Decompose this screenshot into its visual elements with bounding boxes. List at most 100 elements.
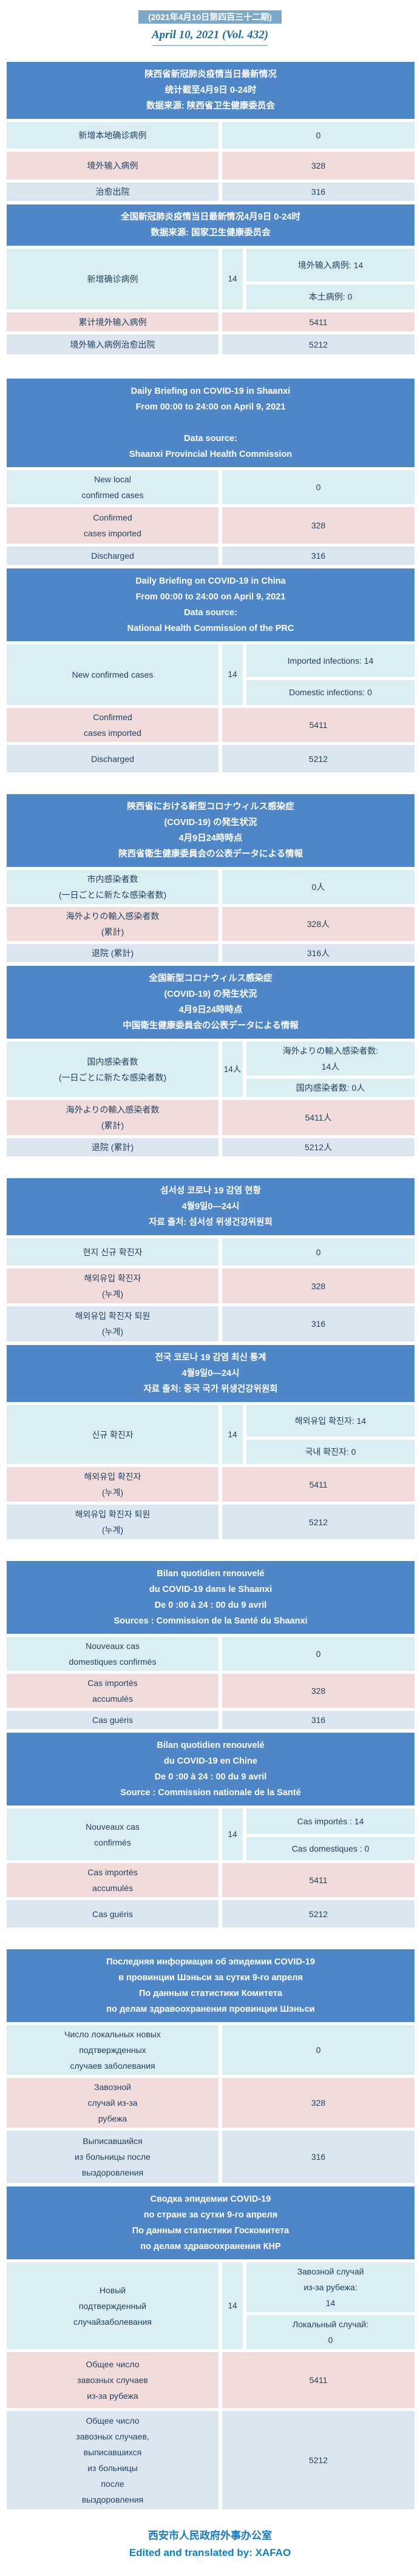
- header-line: du COVID-19 dans le Shaanxi: [149, 1585, 273, 1594]
- row-label-line: New confirmed cases: [72, 670, 154, 679]
- row-label-line: Discharged: [91, 551, 134, 561]
- national-table-header: Bilan quotidien renouvelé du COVID-19 en…: [7, 1733, 415, 1806]
- split-sub-bottom: Cas domestiques : 0: [246, 1836, 415, 1860]
- split-sub-bottom: 국내 확진자: 0: [246, 1440, 415, 1464]
- provincial-table-header: 陝西省における新型コロナウィルス感染症 (COVID-19) の発生状況 4月9…: [7, 794, 415, 867]
- section-chinese: 陕西省新冠肺炎疫情当日最新情况 统计截至4月9日 0-24时 数据来源: 陕西省…: [7, 62, 415, 354]
- row-label-line: Общее число: [86, 2359, 140, 2369]
- table-row: 退院 (累計) 316人: [7, 944, 415, 962]
- header-line: National Health Commission of the PRC: [127, 624, 294, 633]
- row-value: 5411: [222, 2352, 415, 2408]
- row-label-line: подтвержденных: [79, 2045, 146, 2055]
- split-sub-bottom: 本土病例: 0: [246, 284, 415, 309]
- row-label: Новый подтвержденный случайзаболевания: [7, 2262, 218, 2349]
- header-line: 陕西省新冠肺炎疫情当日最新情况: [144, 70, 277, 79]
- split-row: 新增确诊病例 14 境外输入病例: 14 本土病例: 0: [7, 249, 415, 309]
- row-label-line: 国内感染者数: [87, 1056, 138, 1067]
- split-sub-bottom: Domestic infections: 0: [246, 679, 415, 705]
- row-label-line: (누계): [101, 1289, 124, 1299]
- row-value: 5212: [222, 1900, 415, 1927]
- row-value: 5411: [222, 1467, 415, 1502]
- header-line: 섬서성 코로나 19 감염 현황: [160, 1186, 261, 1196]
- header-line: 4月9日24時時点: [178, 1005, 243, 1015]
- table-row: Cas guéris 316: [7, 1711, 415, 1729]
- header-line: 数据来源: 陕西省卫生健康委员会: [146, 101, 275, 111]
- row-value: 328: [222, 1674, 415, 1708]
- row-value: 316人: [222, 944, 415, 962]
- row-label-line: 退院 (累計): [91, 1142, 134, 1152]
- header-line: По данным статистики Госкомитета: [132, 2226, 290, 2236]
- split-sub-line: 境外输入病例: 14: [297, 260, 364, 270]
- split-row: 신규 확진자 14 해외유입 확진자: 14 국내 확진자: 0: [7, 1405, 415, 1464]
- row-label-line: завозных случаев: [77, 2375, 148, 2385]
- table-row: 境外输入病例治愈出院 5212: [7, 334, 415, 354]
- table-row: Cas importés accumulés 328: [7, 1674, 415, 1708]
- row-label-line: 현지 신규 확진자: [83, 1247, 143, 1257]
- row-label-line: 해외유입 확진자 퇴원: [75, 1311, 151, 1321]
- row-label-line: Discharged: [91, 754, 134, 764]
- split-sub-line: 国内感染者数: 0人: [296, 1083, 365, 1093]
- row-label-line: после: [101, 2479, 124, 2489]
- header-line: Sources : Commission de la Santé du Shaa…: [113, 1616, 308, 1626]
- header-line: 자료 출처: 섬서성 위생건강위원회: [149, 1218, 273, 1227]
- row-label-line: выздоровления: [81, 2168, 144, 2177]
- row-value: 5411: [222, 708, 415, 742]
- header-line: Shaanxi Provincial Health Commission: [129, 450, 293, 459]
- header-line: 陝西省における新型コロナウィルス感染症: [127, 802, 294, 812]
- row-label-line: 新增确诊病例: [87, 274, 138, 284]
- split-sub-top: Завозной случай из-за рубежа: 14: [246, 2262, 415, 2312]
- table-row: 市内感染者数 (一日ごとに新たな感染者数) 0人: [7, 870, 415, 904]
- row-label: Число локальных новых подтвержденных слу…: [7, 2025, 218, 2075]
- section-russian: Последняя информация об эпидемии COVID-1…: [7, 1949, 415, 2509]
- row-label-line: cases imported: [84, 728, 141, 738]
- table-row: Общее число завозных случаев, выписавших…: [7, 2411, 415, 2509]
- row-label-line: подтвержденный: [78, 2301, 147, 2311]
- header-line: в провинции Шэньси за сутки 9-го апреля: [118, 1973, 303, 1983]
- document-body: 陕西省新冠肺炎疫情当日最新情况 统计截至4月9日 0-24时 数据来源: 陕西省…: [7, 62, 415, 2509]
- table-row: Cas guéris 5212: [7, 1900, 415, 1927]
- split-sub-line: 해외유입 확진자: 14: [294, 1416, 367, 1426]
- row-label: 退院 (累計): [7, 1138, 218, 1156]
- table-row: 境外输入病例 328: [7, 152, 415, 180]
- header-line: 数据来源: 国家卫生健康委员会: [151, 228, 271, 238]
- row-label: 해외유입 확진자 퇴원 (누계): [7, 1505, 218, 1539]
- national-table-header: 전국 코로나 19 감염 최신 통계 4월9일0—24시 자료 출처: 중국 국…: [7, 1345, 415, 1402]
- header-line: 陝西省衛生健康委員会の公表データによる情報: [118, 849, 303, 859]
- row-label-line: Confirmed: [93, 513, 132, 522]
- split-sub-line: Завозной случай: [297, 2267, 364, 2276]
- split-total: 14: [222, 2262, 243, 2349]
- row-value: 5212: [222, 1505, 415, 1539]
- row-label-line: 해외유입 확진자: [84, 1471, 141, 1482]
- row-value: 316: [222, 2131, 415, 2183]
- split-sub-line: 0: [328, 2335, 333, 2345]
- header-line: 전국 코로나 19 감염 최신 통계: [155, 1353, 266, 1363]
- split-row: Nouveaux cas confirmés 14 Cas importés :…: [7, 1809, 415, 1860]
- header-line: 4월9일0—24시: [181, 1202, 240, 1212]
- split-sub-line: 국내 확진자: 0: [305, 1447, 356, 1457]
- row-label: 境外输入病例: [7, 152, 218, 180]
- table-row: 累计境外输入病例 5411: [7, 312, 415, 331]
- row-value: 5212: [222, 745, 415, 772]
- split-total: 14: [222, 644, 243, 705]
- row-label-line: случай из-за: [87, 2098, 138, 2108]
- header-line: Bilan quotidien renouvelé: [157, 1569, 265, 1579]
- row-label: 海外よりの輸入感染者数 (累計): [7, 1100, 218, 1135]
- header-line: 자료 출처: 중국 국가 위생건강위원회: [143, 1384, 278, 1394]
- footer-credit: Edited and translated by: XAFAO: [129, 2547, 291, 2558]
- header-line: Source : Commission nationale de la Sant…: [120, 1788, 301, 1798]
- row-label-line: cases imported: [84, 528, 141, 538]
- row-label-line: завозных случаев,: [76, 2432, 149, 2441]
- row-label: 해외유입 확진자 (누계): [7, 1269, 218, 1303]
- row-label-line: 累计境外输入病例: [78, 317, 147, 327]
- table-row: 治愈出院 316: [7, 183, 415, 201]
- section-japanese: 陝西省における新型コロナウィルス感染症 (COVID-19) の発生状況 4月9…: [7, 794, 415, 1156]
- split-sub-line: Cas domestiques : 0: [291, 1843, 370, 1853]
- row-label-line: accumulés: [92, 1694, 133, 1704]
- national-table-header: Daily Briefing on COVID-19 in China From…: [7, 568, 415, 641]
- row-value: 5411人: [222, 1100, 415, 1135]
- row-label: Cas guéris: [7, 1900, 218, 1927]
- header-line: Bilan quotidien renouvelé: [157, 1741, 265, 1750]
- row-label-line: 治愈出院: [95, 187, 130, 197]
- row-label: Cas importés accumulés: [7, 1674, 218, 1708]
- table-row: 현지 신규 확진자 0: [7, 1238, 415, 1266]
